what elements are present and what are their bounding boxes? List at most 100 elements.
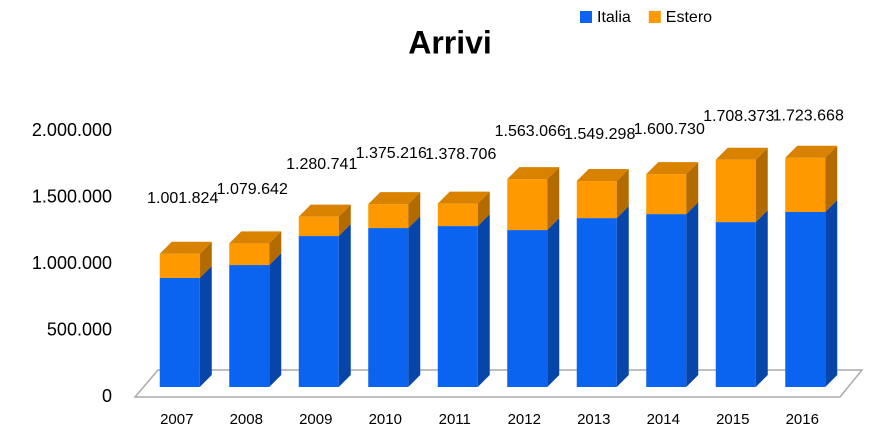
bar-segment	[715, 210, 768, 387]
x-tick-label: 2014	[647, 411, 680, 428]
y-tick-label: 2.000.000	[32, 120, 112, 140]
chart-title: Arrivi	[408, 24, 492, 60]
bar-face	[338, 204, 351, 237]
bar-face	[715, 147, 768, 160]
bar-face	[686, 162, 699, 215]
bar-face	[507, 179, 548, 231]
bar-face	[755, 210, 768, 387]
bar-face	[715, 159, 756, 223]
bar-segment	[576, 206, 629, 387]
bar-face	[576, 180, 617, 219]
bar-face	[269, 253, 282, 387]
bar-face	[199, 265, 212, 387]
bar-segment	[507, 167, 560, 231]
bar-face	[646, 174, 687, 215]
bar-face	[229, 265, 270, 387]
bar-face	[408, 216, 421, 387]
bar-segment	[229, 231, 282, 266]
legend-swatch	[580, 11, 592, 23]
bar-segment	[576, 168, 629, 219]
bar-face	[298, 204, 351, 217]
bar-face	[825, 199, 838, 387]
bar-face	[616, 206, 629, 387]
bar-segment	[159, 241, 212, 278]
bar-segment	[785, 199, 838, 387]
bar-segment	[646, 162, 699, 215]
bar-face	[477, 191, 490, 227]
bar-face	[269, 231, 282, 266]
bar-face	[686, 202, 699, 387]
total-label: 1.600.730	[634, 121, 705, 138]
y-tick-label: 500.000	[47, 319, 112, 339]
bar-face	[408, 192, 421, 229]
bar-segment	[159, 265, 212, 387]
bar-face	[199, 241, 212, 278]
total-label: 1.280.741	[286, 156, 357, 173]
bar-face	[825, 145, 838, 212]
bar-face	[547, 218, 560, 387]
bar-face	[229, 231, 282, 244]
bar-face	[576, 168, 629, 181]
bar-face	[437, 203, 478, 227]
legend-swatch	[648, 11, 661, 23]
bar-face	[715, 222, 756, 387]
bar-face	[785, 157, 826, 212]
bar-face	[477, 214, 490, 387]
bar-face	[616, 168, 629, 219]
total-label: 1.723.668	[773, 107, 844, 124]
total-label: 1.375.216	[356, 145, 427, 162]
bar-face	[298, 216, 339, 237]
x-tick-label: 2008	[230, 411, 263, 428]
bar-segment	[437, 214, 490, 387]
bar-segment	[785, 145, 838, 212]
bar-face	[785, 211, 826, 387]
bar-face	[437, 191, 490, 204]
total-label: 1.549.298	[564, 126, 635, 143]
x-tick-label: 2016	[786, 411, 819, 428]
bar-face	[159, 253, 200, 278]
bar-segment	[507, 218, 560, 387]
bar-face	[755, 147, 768, 223]
bar-face	[368, 192, 421, 205]
bar-face	[298, 236, 339, 387]
x-tick-label: 2009	[299, 411, 332, 428]
total-label: 1.079.642	[217, 181, 288, 198]
bar-face	[507, 230, 548, 387]
total-label: 1.708.373	[703, 108, 774, 125]
total-label: 1.378.706	[425, 146, 496, 163]
x-tick-label: 2015	[716, 411, 749, 428]
legend-label: Estero	[666, 9, 712, 26]
bar-face	[159, 241, 212, 254]
bar-face	[646, 214, 687, 387]
bar-segment	[437, 191, 490, 227]
bar-face	[368, 228, 409, 387]
bar-segment	[368, 216, 421, 387]
bar-segment	[715, 147, 768, 223]
bar-face	[785, 145, 838, 158]
bar-segment	[646, 202, 699, 387]
bar-segment	[298, 204, 351, 237]
x-tick-label: 2010	[369, 411, 402, 428]
x-tick-label: 2013	[577, 411, 610, 428]
y-tick-label: 1.000.000	[32, 253, 112, 273]
y-tick-label: 1.500.000	[32, 186, 112, 206]
legend-label: Italia	[597, 9, 631, 26]
bar-segment	[368, 192, 421, 229]
bar-face	[159, 277, 200, 387]
bar-face	[576, 218, 617, 387]
bar-face	[437, 226, 478, 387]
bar-face	[229, 243, 270, 266]
total-label: 1.001.824	[147, 190, 218, 207]
bar-segment	[298, 224, 351, 387]
bar-face	[646, 162, 699, 175]
bar-segment	[229, 253, 282, 387]
bar-face	[507, 167, 560, 180]
bar-face	[368, 204, 409, 229]
x-tick-label: 2007	[160, 411, 193, 428]
total-label: 1.563.066	[495, 123, 566, 140]
y-tick-label: 0	[102, 386, 112, 406]
bar-face	[338, 224, 351, 387]
bar-face	[547, 167, 560, 231]
x-tick-label: 2012	[508, 411, 541, 428]
